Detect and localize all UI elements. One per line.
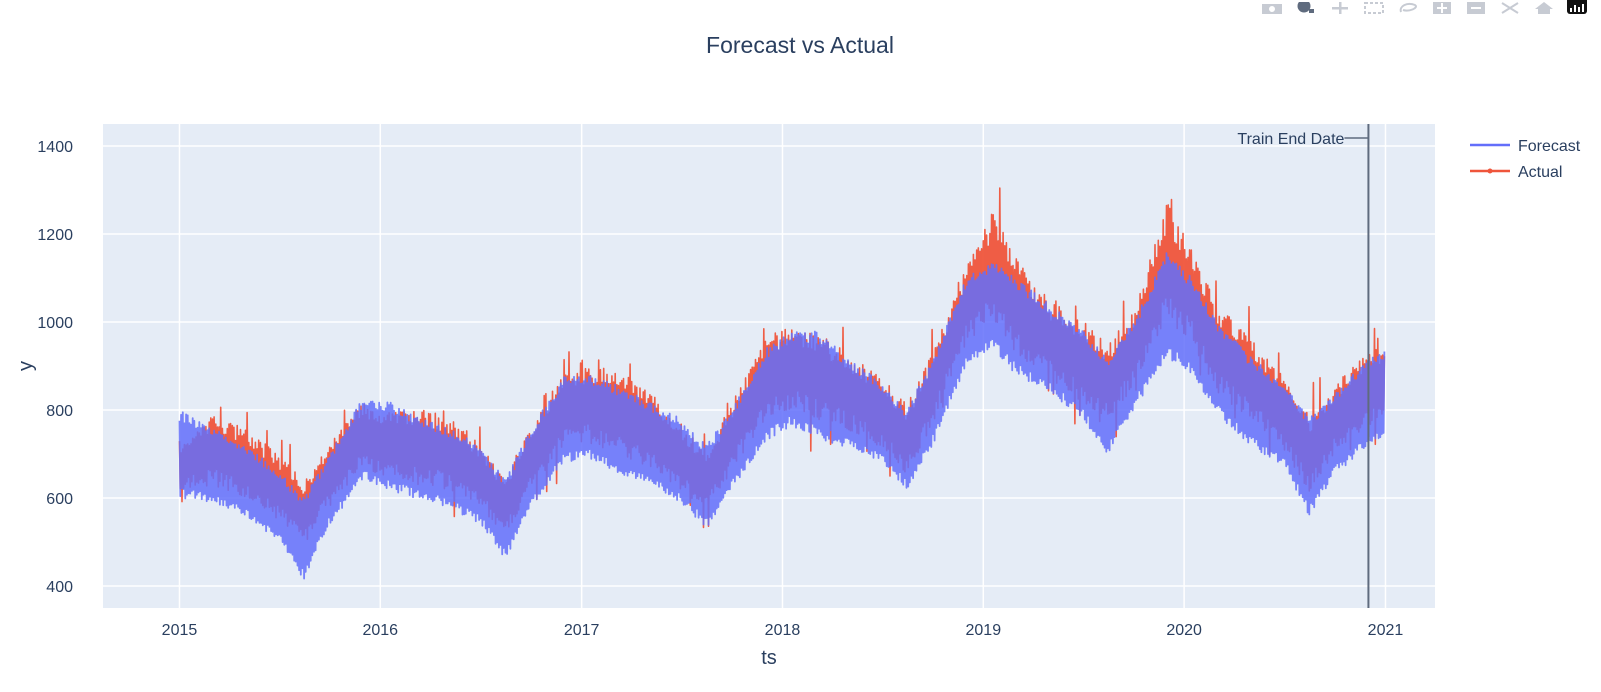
x-axis-title: ts: [761, 647, 777, 669]
series-line-forecast: [178, 252, 1386, 580]
legend-label-actual: Actual: [1518, 164, 1562, 181]
pan-icon[interactable]: [1329, 0, 1351, 14]
x-tick-label-2015: 2015: [162, 622, 198, 639]
axis-ticks: 400 600 800 1000 1200 1400 2015 2016 2017 2018 201…: [37, 139, 1403, 639]
modebar: [1261, 0, 1587, 14]
x-tick-label-2017: 2017: [564, 622, 600, 639]
plotly-logo-icon[interactable]: [1567, 0, 1587, 14]
y-tick-label-400: 400: [46, 579, 73, 596]
legend-item-forecast[interactable]: Forecast: [1470, 138, 1581, 155]
y-tick-label-1400: 1400: [37, 139, 73, 156]
legend-marker-actual: [1487, 168, 1493, 174]
x-tick-label-2021: 2021: [1368, 622, 1404, 639]
chart-title: Forecast vs Actual: [706, 32, 894, 58]
y-axis-title: y: [15, 361, 37, 371]
zoom-icon[interactable]: [1295, 0, 1317, 14]
autoscale-icon[interactable]: [1499, 0, 1521, 14]
camera-icon[interactable]: [1261, 0, 1283, 14]
zoom-out-icon[interactable]: [1465, 0, 1487, 14]
train-end-label: Train End Date: [1237, 131, 1344, 148]
lasso-select-icon[interactable]: [1397, 0, 1419, 14]
legend-label-forecast: Forecast: [1518, 138, 1581, 155]
y-tick-label-1200: 1200: [37, 227, 73, 244]
train-end-annotation: Train End Date: [1237, 124, 1370, 608]
x-tick-label-2019: 2019: [966, 622, 1002, 639]
zoom-in-icon[interactable]: [1431, 0, 1453, 14]
reset-axes-icon[interactable]: [1533, 0, 1555, 14]
y-tick-label-800: 800: [46, 403, 73, 420]
legend-item-actual[interactable]: Actual: [1470, 164, 1562, 181]
x-tick-label-2018: 2018: [765, 622, 801, 639]
legend: Forecast Actual: [1470, 138, 1581, 181]
series-layer: [178, 187, 1386, 580]
box-select-icon[interactable]: [1363, 0, 1385, 14]
x-tick-label-2020: 2020: [1166, 622, 1202, 639]
y-tick-label-600: 600: [46, 491, 73, 508]
x-tick-label-2016: 2016: [362, 622, 398, 639]
y-tick-label-1000: 1000: [37, 315, 73, 332]
